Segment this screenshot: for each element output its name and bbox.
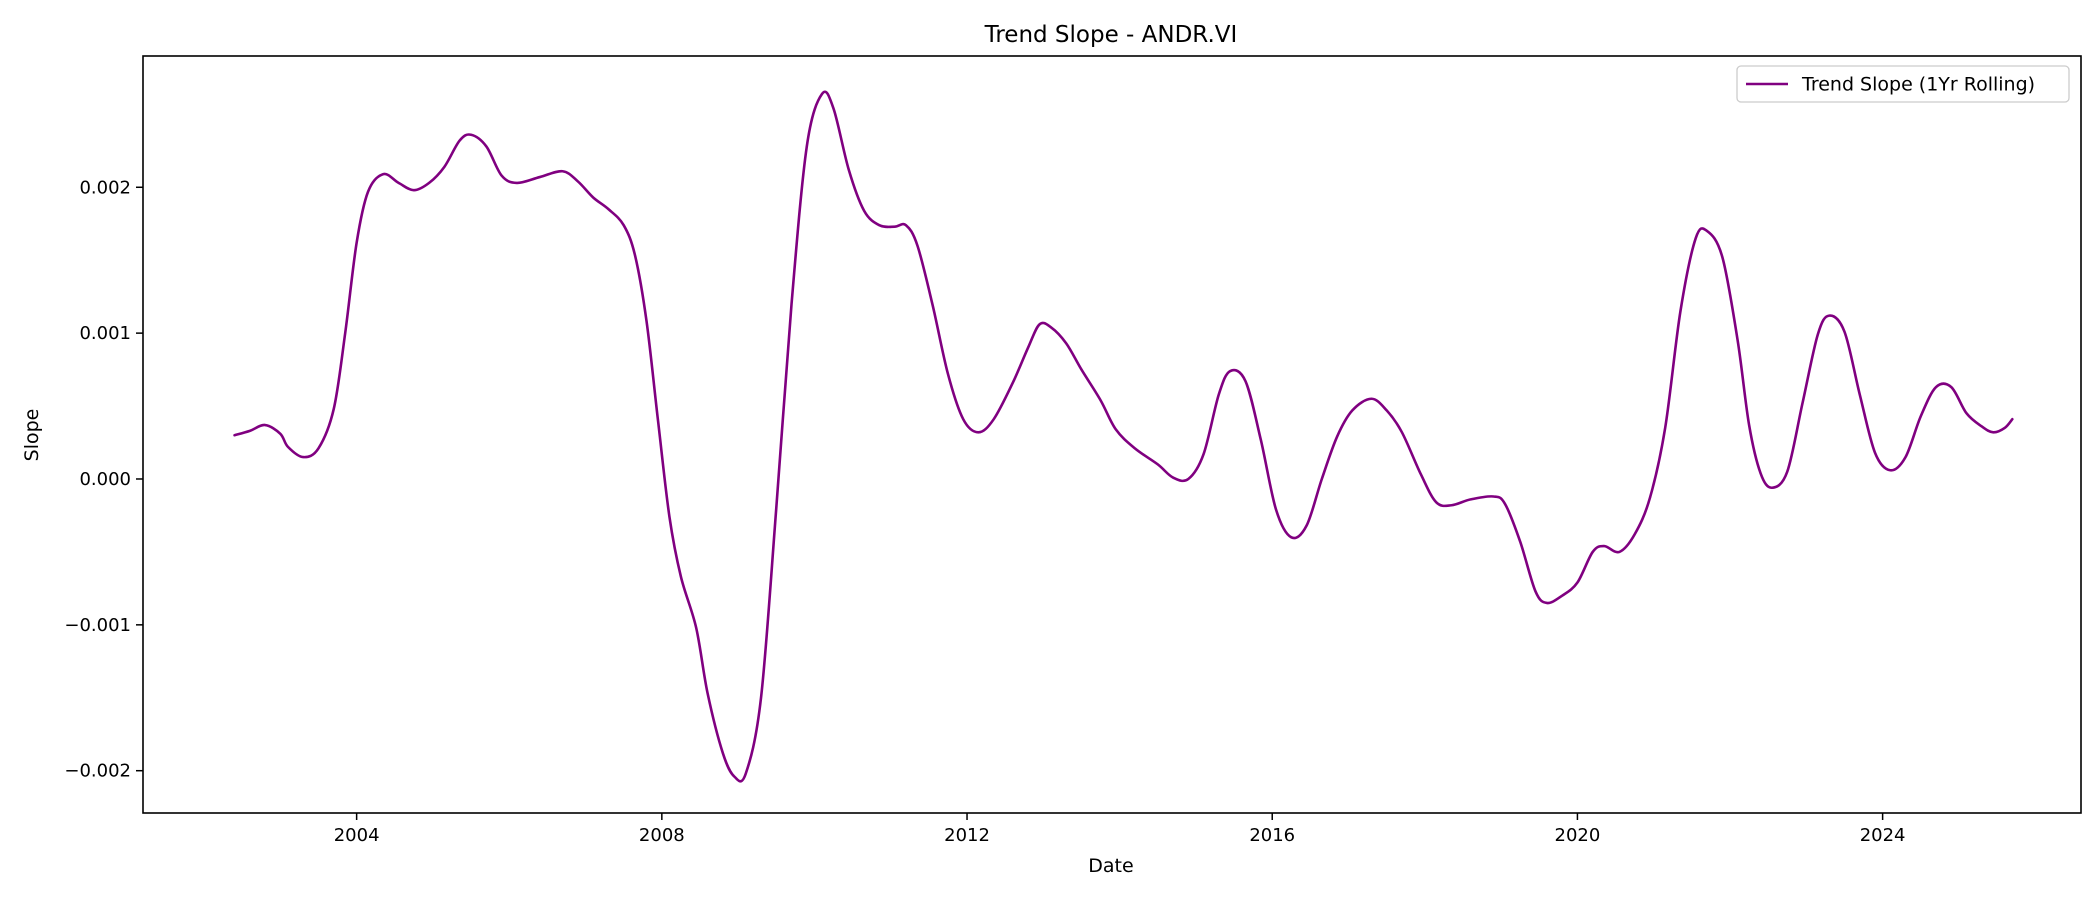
y-tick-label: 0.001	[79, 323, 131, 344]
x-tick-label: 2008	[639, 825, 685, 846]
legend: Trend Slope (1Yr Rolling)	[1736, 65, 2070, 103]
x-tick-label: 2004	[334, 825, 380, 846]
y-tick-label: 0.000	[79, 469, 131, 490]
y-tick-label: −0.001	[64, 615, 131, 636]
chart-title: Trend Slope - ANDR.VI	[984, 22, 1238, 48]
plot-frame	[142, 55, 2082, 814]
y-tick-label: 0.002	[79, 177, 131, 198]
x-tick-label: 2012	[944, 825, 990, 846]
x-axis-label: Date	[1088, 855, 1133, 877]
x-tick-label: 2020	[1555, 825, 1601, 846]
x-axis: 2004 2008 2012 2016 2020 2024	[334, 813, 1906, 846]
y-axis: 0.002 0.001 0.000 −0.001 −0.002	[64, 177, 143, 782]
legend-box	[1736, 65, 2070, 103]
legend-label: Trend Slope (1Yr Rolling)	[1801, 74, 2035, 96]
x-tick-label: 2016	[1249, 825, 1295, 846]
series-layer	[233, 90, 2014, 783]
series-line-0	[233, 90, 2014, 783]
x-tick-label: 2024	[1860, 825, 1906, 846]
y-tick-label: −0.002	[64, 761, 131, 782]
y-axis-label: Slope	[21, 409, 43, 462]
